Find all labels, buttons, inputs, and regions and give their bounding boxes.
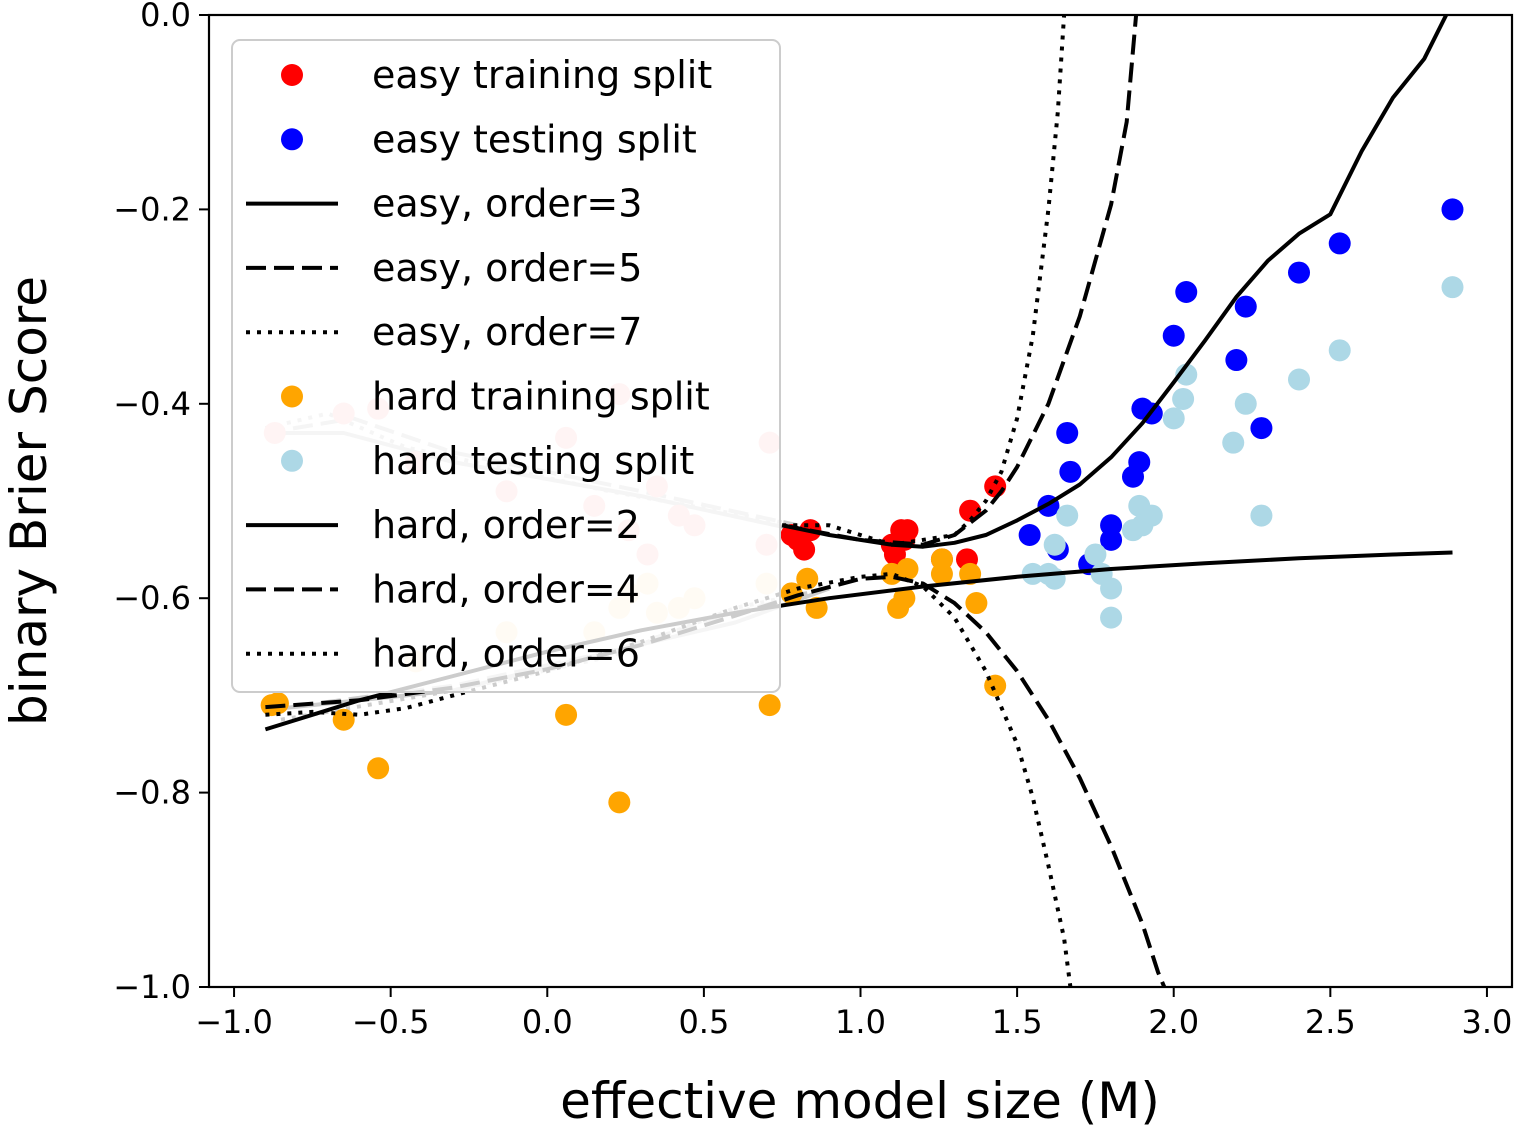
hard-training-split-point: [367, 757, 390, 780]
legend: easy training split easy testing split eas…: [231, 39, 781, 693]
easy-training-split-point: [896, 519, 919, 542]
hard-testing-split-legend-marker: [281, 449, 303, 472]
hard-testing-split-point: [1100, 606, 1123, 629]
legend-label: easy testing split: [372, 117, 697, 161]
easy-testing-split-point: [1018, 524, 1041, 547]
easy-order-5-line: [781, 15, 1139, 547]
legend-label: hard, order=2: [372, 503, 640, 547]
hard-testing-split-point: [1172, 387, 1195, 410]
easy-testing-split-point: [1175, 281, 1198, 304]
x-tick-label: −0.5: [352, 1003, 430, 1041]
legend-label: easy, order=3: [372, 182, 642, 226]
easy-training-split-point: [793, 538, 816, 561]
easy-testing-split-legend-marker: [281, 128, 303, 151]
hard-training-split-point: [555, 703, 578, 726]
x-tick-label: 1.5: [992, 1003, 1043, 1041]
hard-training-split-point: [608, 791, 631, 814]
legend-label: easy, order=5: [372, 246, 642, 290]
y-axis: 0.0 −0.2 −0.4 −0.6 −0.8 −1.0: [113, 0, 209, 1006]
legend-label: hard, order=6: [372, 632, 640, 676]
easy-order-7-line: [782, 15, 1067, 547]
easy-testing-split-point: [1225, 349, 1248, 372]
legend-label: hard, order=4: [372, 567, 640, 611]
hard-testing-split-point: [1100, 577, 1123, 600]
y-tick-label: −1.0: [113, 968, 191, 1006]
hard-testing-split-point: [1222, 431, 1245, 454]
hard-testing-split-point: [1043, 533, 1066, 556]
hard-training-split-point: [896, 558, 919, 581]
hard-testing-split-point: [1288, 368, 1311, 391]
x-tick-label: −1.0: [195, 1003, 273, 1041]
easy-order-3-line: [781, 15, 1448, 549]
hard-testing-split-point: [1162, 407, 1185, 430]
hard-testing-split-point: [1328, 339, 1351, 362]
hard-training-split-point: [930, 548, 953, 571]
hard-testing-split-point: [1140, 504, 1163, 527]
y-axis-label: binary Brier Score: [0, 276, 58, 726]
hard-training-split-point: [332, 708, 355, 731]
hard-testing-split-point: [1441, 276, 1464, 299]
easy-testing-split-point: [1100, 528, 1123, 551]
legend-box: [231, 39, 781, 693]
legend-label: easy, order=7: [372, 310, 642, 354]
hard-testing-split-point: [1250, 504, 1273, 527]
y-tick-label: 0.0: [140, 0, 191, 34]
x-tick-label: 0.5: [678, 1003, 729, 1041]
easy-training-split-legend-marker: [281, 64, 303, 86]
easy-testing-split-point: [1128, 451, 1151, 474]
hard-testing-split-point: [1056, 504, 1079, 527]
hard-training-split-point: [796, 567, 819, 590]
easy-testing-split-point: [1288, 261, 1311, 284]
easy-testing-split-point: [1234, 295, 1257, 318]
y-tick-label: −0.4: [113, 385, 191, 423]
hard-training-split-point: [965, 592, 988, 615]
y-tick-label: −0.8: [113, 774, 191, 812]
hard-training-split-legend-marker: [281, 385, 303, 408]
easy-testing-split-point: [1162, 324, 1185, 347]
x-axis: −1.0 −0.5 0.0 0.5 1.0 1.5 2.0 2.5 3.0: [195, 987, 1512, 1041]
x-axis-label: effective model size (M): [560, 1072, 1160, 1130]
easy-testing-split-point: [1328, 232, 1351, 255]
x-tick-label: 2.0: [1148, 1003, 1199, 1041]
hard-training-split-point: [266, 692, 289, 715]
legend-label: hard testing split: [372, 439, 694, 483]
legend-label: easy training split: [372, 53, 712, 97]
y-tick-label: −0.6: [113, 579, 191, 617]
easy-testing-split-point: [1441, 198, 1464, 221]
easy-testing-split-point: [1059, 460, 1082, 483]
hard-testing-split-point: [1175, 363, 1198, 386]
x-tick-label: 3.0: [1461, 1003, 1512, 1041]
x-tick-label: 1.0: [835, 1003, 886, 1041]
legend-label: hard training split: [372, 375, 710, 419]
hard-training-split-point: [984, 674, 1007, 697]
x-tick-label: 2.5: [1305, 1003, 1356, 1041]
hard-training-split-point: [758, 694, 781, 717]
easy-training-split-point: [984, 475, 1007, 498]
x-tick-label: 0.0: [522, 1003, 573, 1041]
easy-testing-split-point: [1250, 417, 1273, 440]
hard-training-split-point: [893, 587, 916, 610]
easy-testing-split-point: [1056, 421, 1079, 444]
y-tick-label: −0.2: [113, 190, 191, 228]
hard-testing-split-point: [1084, 543, 1107, 566]
hard-testing-split-point: [1234, 392, 1257, 415]
